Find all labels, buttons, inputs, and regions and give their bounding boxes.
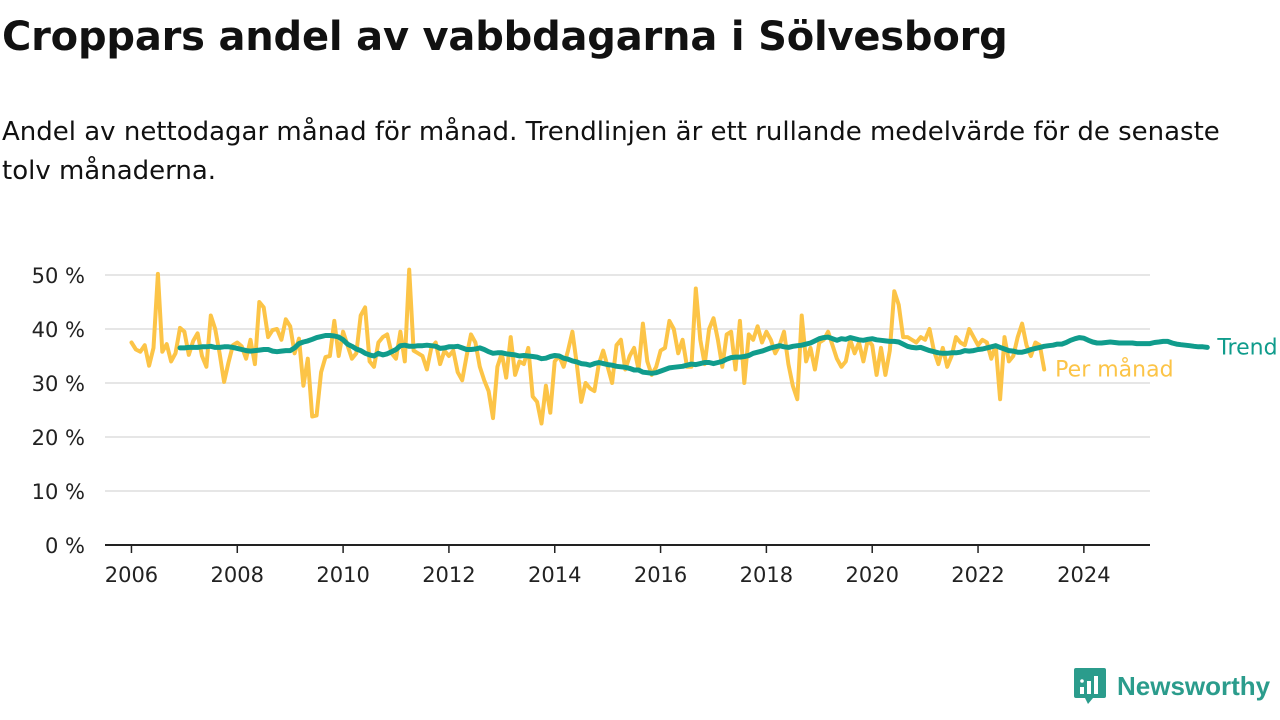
- x-tick-label: 2016: [634, 563, 687, 587]
- x-tick-label: 2018: [740, 563, 793, 587]
- y-tick-label: 50 %: [32, 264, 85, 288]
- bar-chart-logo-icon: [1074, 668, 1106, 704]
- legend: Trend Per månad: [1055, 335, 1277, 382]
- series-lines: [129, 267, 1210, 426]
- series-line-trend: [177, 333, 1210, 376]
- page-title: Croppars andel av vabbdagarna i Sölvesbo…: [2, 14, 1008, 60]
- y-tick-label: 0 %: [45, 534, 85, 558]
- x-tick-label: 2008: [211, 563, 264, 587]
- series-line-per-manad: [129, 267, 1047, 426]
- legend-label-per-manad: Per månad: [1055, 356, 1173, 382]
- brand-logo: Newsworthy: [1073, 666, 1270, 706]
- y-axis-tick-labels: 0 % 10 % 20 % 30 % 40 % 50 %: [32, 264, 85, 558]
- x-tick-label: 2022: [951, 563, 1004, 587]
- legend-label-trend: Trend: [1216, 335, 1277, 360]
- brand-name: Newsworthy: [1117, 670, 1271, 701]
- y-tick-label: 30 %: [32, 372, 85, 396]
- x-tick-label: 2020: [845, 563, 898, 587]
- x-axis: [105, 544, 1150, 553]
- y-tick-label: 40 %: [32, 318, 85, 342]
- x-tick-label: 2014: [528, 563, 581, 587]
- y-tick-label: 20 %: [32, 426, 85, 450]
- x-tick-label: 2006: [105, 563, 158, 587]
- x-axis-tick-labels: 2006 2008 2010 2012 2014 2016 2018 2020 2022 2024: [105, 563, 1111, 587]
- x-tick-label: 2024: [1057, 563, 1110, 587]
- x-tick-label: 2012: [422, 563, 475, 587]
- x-tick-label: 2010: [316, 563, 369, 587]
- grid-lines: [105, 274, 1150, 492]
- y-tick-label: 10 %: [32, 480, 85, 504]
- page-subtitle: Andel av nettodagar månad för månad. Tre…: [2, 117, 1220, 186]
